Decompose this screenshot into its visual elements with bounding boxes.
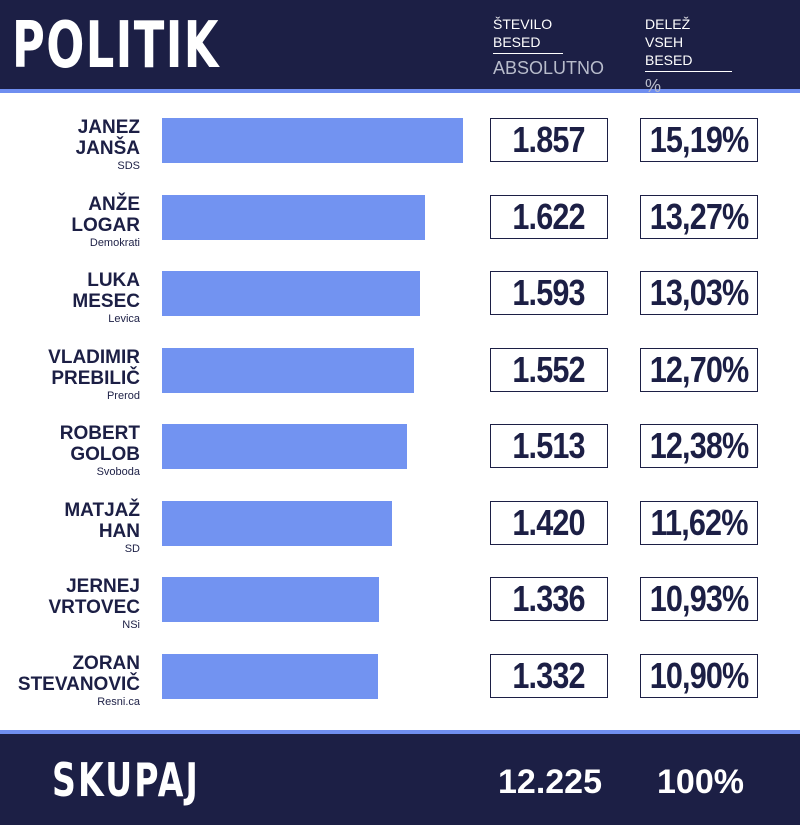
total-word-count: 12.225 [498, 763, 602, 801]
party-label: NSi [122, 619, 140, 631]
header-accent-line [0, 89, 800, 93]
politician-last-name: GOLOB [70, 444, 140, 465]
politician-first-name: ROBERT [59, 423, 140, 444]
column-header-word-count-line2: BESED [493, 34, 541, 50]
politician-first-name: LUKA [87, 270, 140, 291]
share-box: 10,90% [640, 654, 758, 698]
share-value: 10,93% [649, 578, 750, 619]
word-count-value: 1.332 [512, 655, 586, 696]
bar [162, 195, 425, 240]
word-count-box: 1.593 [490, 271, 608, 315]
share-value: 12,70% [649, 349, 750, 390]
party-label: Demokrati [89, 237, 140, 249]
row-name-block: JERNEJ VRTOVEC NSi [48, 576, 140, 632]
footer-band [0, 734, 800, 825]
bar [162, 501, 392, 546]
share-value: 13,03% [649, 272, 750, 313]
party-label: Resni.ca [97, 696, 140, 708]
word-count-value: 1.336 [512, 578, 586, 619]
bar [162, 654, 378, 699]
party-label: SDS [117, 160, 140, 172]
politician-first-name: MATJAŽ [64, 500, 140, 521]
row-name-block: ZORAN STEVANOVIČ Resni.ca [18, 653, 140, 709]
bar [162, 424, 407, 469]
column-header-share-rule [645, 71, 732, 72]
word-count-box: 1.622 [490, 195, 608, 239]
word-count-box: 1.420 [490, 501, 608, 545]
party-label: Prerod [106, 390, 140, 402]
share-value: 10,90% [649, 655, 750, 696]
row-name-block: JANEZ JANŠA SDS [76, 117, 140, 173]
politician-last-name: LOGAR [71, 215, 140, 236]
row-name-block: VLADIMIR PREBILIČ Prerod [48, 347, 140, 403]
bar [162, 271, 420, 316]
share-box: 12,38% [640, 424, 758, 468]
share-value: 11,62% [650, 502, 748, 543]
footer-accent-line [0, 730, 800, 734]
header-band [0, 0, 800, 89]
share-box: 10,93% [640, 577, 758, 621]
word-count-box: 1.332 [490, 654, 608, 698]
politician-first-name: VLADIMIR [48, 347, 140, 368]
word-count-value: 1.857 [512, 119, 586, 160]
politician-first-name: JERNEJ [66, 576, 140, 597]
bar [162, 577, 379, 622]
row-name-block: ANŽE LOGAR Demokrati [71, 194, 140, 250]
word-count-box: 1.552 [490, 348, 608, 392]
politician-last-name: HAN [98, 521, 140, 542]
bar [162, 348, 414, 393]
share-box: 13,27% [640, 195, 758, 239]
share-value: 15,19% [649, 119, 750, 160]
word-count-value: 1.513 [512, 425, 586, 466]
column-header-share-line2: VSEH BESED [645, 34, 693, 68]
politician-last-name: JANŠA [75, 138, 140, 159]
total-share: 100% [657, 763, 744, 801]
share-value: 13,27% [649, 196, 750, 237]
total-label: SKUPAJ [52, 753, 200, 807]
party-label: Svoboda [96, 466, 140, 478]
column-header-share: DELEŽ VSEH BESED % [645, 15, 732, 96]
share-box: 11,62% [640, 501, 758, 545]
politician-first-name: JANEZ [77, 117, 140, 138]
politician-first-name: ZORAN [72, 653, 140, 674]
share-box: 12,70% [640, 348, 758, 392]
politician-last-name: VRTOVEC [48, 597, 140, 618]
politician-last-name: PREBILIČ [51, 368, 140, 389]
politician-first-name: ANŽE [88, 194, 140, 215]
column-header-word-count-sub: ABSOLUTNO [493, 58, 605, 78]
page-title: POLITIK [12, 9, 220, 83]
share-box: 13,03% [640, 271, 758, 315]
party-label: SD [124, 543, 140, 555]
column-header-word-count: ŠTEVILO BESED ABSOLUTNO [493, 15, 605, 78]
column-header-share-line1: DELEŽ [645, 16, 691, 32]
share-box: 15,19% [640, 118, 758, 162]
row-name-block: LUKA MESEC Levica [72, 270, 140, 326]
column-header-word-count-line1: ŠTEVILO [493, 16, 553, 32]
word-count-box: 1.513 [490, 424, 608, 468]
word-count-value: 1.593 [512, 272, 586, 313]
word-count-value: 1.552 [512, 349, 586, 390]
share-value: 12,38% [649, 425, 750, 466]
bar [162, 118, 463, 163]
word-count-box: 1.857 [490, 118, 608, 162]
row-name-block: ROBERT GOLOB Svoboda [60, 423, 140, 479]
word-count-box: 1.336 [490, 577, 608, 621]
word-count-value: 1.420 [512, 502, 586, 543]
column-header-share-sub: % [645, 76, 662, 96]
word-count-value: 1.622 [512, 196, 586, 237]
politician-last-name: MESEC [72, 291, 140, 312]
party-label: Levica [108, 313, 140, 325]
politician-last-name: STEVANOVIČ [17, 674, 140, 695]
row-name-block: MATJAŽ HAN SD [64, 500, 140, 556]
column-header-word-count-rule [493, 53, 563, 54]
